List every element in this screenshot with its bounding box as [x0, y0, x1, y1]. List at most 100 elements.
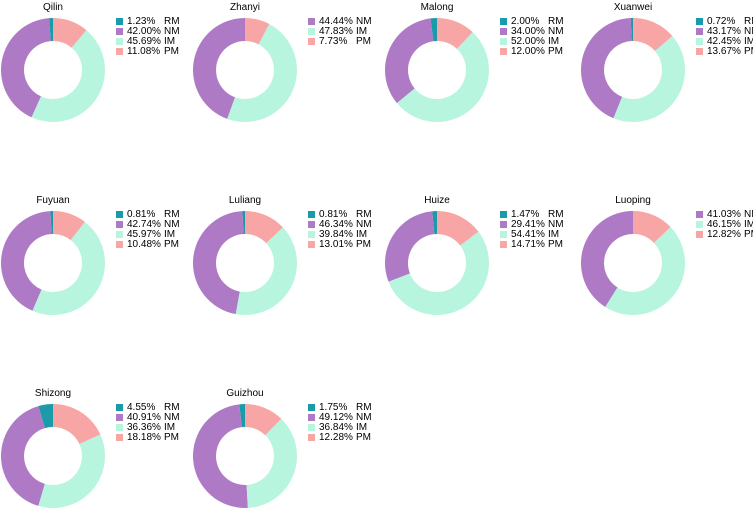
donut-chart — [385, 18, 489, 123]
pie-slice-im — [38, 434, 106, 508]
legend-swatch — [116, 231, 123, 238]
legend-percentage: 1.23% — [127, 16, 156, 27]
donut-chart — [0, 211, 106, 316]
legend-category: IM — [356, 422, 368, 433]
pie-slice-rm — [432, 211, 437, 235]
legend-category: PM — [548, 46, 563, 57]
legend-percentage: 41.03% — [707, 209, 741, 220]
legend: 0.81% RM 46.34% NM 39.84% IM 13.01% PM — [308, 210, 380, 250]
legend-swatch — [308, 221, 315, 228]
legend-category: IM — [356, 229, 368, 240]
donut-chart — [581, 18, 685, 123]
legend-swatch — [696, 48, 703, 55]
donut-chart-huize: Huize 1.47% RM 29.41% NM 54.41% IM 14.71% PM — [384, 195, 572, 325]
legend-category: RM — [548, 16, 564, 27]
chart-title: Malong — [420, 2, 454, 13]
legend-item-pm: 18.18% PM — [116, 433, 188, 443]
pie-slice-rm — [239, 404, 245, 428]
legend-category: IM — [548, 229, 560, 240]
donut-chart-guizhou: Guizhou 1.75% RM 49.12% NM 36.84% IM 12.28% PM — [192, 388, 380, 518]
legend-category: RM — [164, 16, 180, 27]
chart-title: Fuyuan — [36, 195, 70, 206]
legend-percentage: 13.67% — [707, 46, 741, 57]
legend-percentage: 12.28% — [319, 432, 353, 443]
legend-swatch — [696, 231, 703, 238]
legend-category: NM — [164, 26, 180, 37]
legend-percentage: 36.84% — [319, 422, 353, 433]
legend-swatch — [308, 28, 315, 35]
legend-item-nm: 34.00% NM — [500, 27, 572, 37]
legend-item-im: 54.41% IM — [500, 230, 572, 240]
pie-slice-rm — [50, 211, 53, 235]
pie-slice-rm — [630, 18, 633, 42]
legend: 44.44% NM 47.83% IM 7.73% PM — [308, 17, 380, 47]
legend-item-im: 39.84% IM — [308, 230, 380, 240]
legend-percentage: 13.01% — [319, 239, 353, 250]
legend-item-im: 45.97% IM — [116, 230, 188, 240]
legend-swatch — [696, 18, 703, 25]
legend-category: RM — [164, 402, 180, 413]
legend-percentage: 0.81% — [127, 209, 156, 220]
legend-category: RM — [744, 16, 753, 27]
pie-slice-rm — [430, 18, 437, 42]
legend-item-pm: 14.71% PM — [500, 240, 572, 250]
legend-swatch — [308, 404, 315, 411]
legend-swatch — [116, 18, 123, 25]
legend-percentage: 10.48% — [127, 239, 161, 250]
donut-chart-fuyuan: Fuyuan 0.81% RM 42.74% NM 45.97% IM 10.48% PM — [0, 195, 188, 325]
legend-category: RM — [356, 402, 372, 413]
legend-percentage: 45.97% — [127, 229, 161, 240]
pie-slice-im — [613, 36, 685, 123]
legend-item-pm: 12.28% PM — [308, 433, 380, 443]
legend-percentage: 34.00% — [511, 26, 545, 37]
legend-percentage: 12.82% — [707, 229, 741, 240]
legend-category: NM — [164, 412, 180, 423]
legend-swatch — [696, 221, 703, 228]
legend-percentage: 7.73% — [319, 36, 348, 47]
legend-item-pm: 13.67%PM — [696, 47, 753, 57]
legend-swatch — [308, 38, 315, 45]
legend-item-rm: 0.81% RM — [116, 210, 188, 220]
legend-category: RM — [548, 209, 564, 220]
legend: 4.55% RM 40.91% NM 36.36% IM 18.18% PM — [116, 403, 188, 443]
pie-slice-nm — [193, 18, 245, 119]
legend-swatch — [308, 424, 315, 431]
pie-slice-im — [396, 32, 489, 123]
legend-item-im: 36.36% IM — [116, 423, 188, 433]
legend-item-nm: 42.00% NM — [116, 27, 188, 37]
legend-swatch — [116, 414, 123, 421]
pie-slice-rm — [242, 211, 245, 235]
legend-swatch — [500, 211, 507, 218]
pie-slice-im — [235, 227, 298, 315]
chart-title: Guizhou — [226, 388, 264, 399]
legend-category: PM — [356, 239, 371, 250]
legend-swatch — [308, 434, 315, 441]
legend-item-im: 45.69% IM — [116, 37, 188, 47]
legend-percentage: 29.41% — [511, 219, 545, 230]
donut-chart — [581, 211, 685, 315]
legend-percentage: 46.15% — [707, 219, 741, 230]
legend-item-rm: 4.55% RM — [116, 403, 188, 413]
pie-slice-nm — [0, 211, 52, 311]
legend-swatch — [308, 241, 315, 248]
legend-category: NM — [548, 26, 564, 37]
pie-slice-rm — [38, 404, 53, 429]
legend-percentage: 43.17% — [707, 26, 741, 37]
legend-item-nm: 44.44% NM — [308, 17, 380, 27]
legend-category: IM — [744, 36, 753, 47]
legend-swatch — [116, 241, 123, 248]
legend-category: PM — [164, 432, 179, 443]
legend-category: PM — [744, 46, 753, 57]
pie-slice-im — [32, 221, 106, 316]
legend-category: NM — [356, 412, 372, 423]
donut-chart-luliang: Luliang 0.81% RM 46.34% NM 39.84% IM 13.01% PM — [192, 195, 380, 325]
pie-slice-pm — [53, 18, 87, 48]
legend-percentage: 52.00% — [511, 36, 545, 47]
legend-item-im: 52.00% IM — [500, 37, 572, 47]
legend-item-im: 46.15% IM — [696, 220, 753, 230]
legend-percentage: 4.55% — [127, 402, 156, 413]
legend-percentage: 42.74% — [127, 219, 161, 230]
pie-slice-nm — [581, 18, 632, 119]
pie-slice-im — [31, 30, 105, 122]
